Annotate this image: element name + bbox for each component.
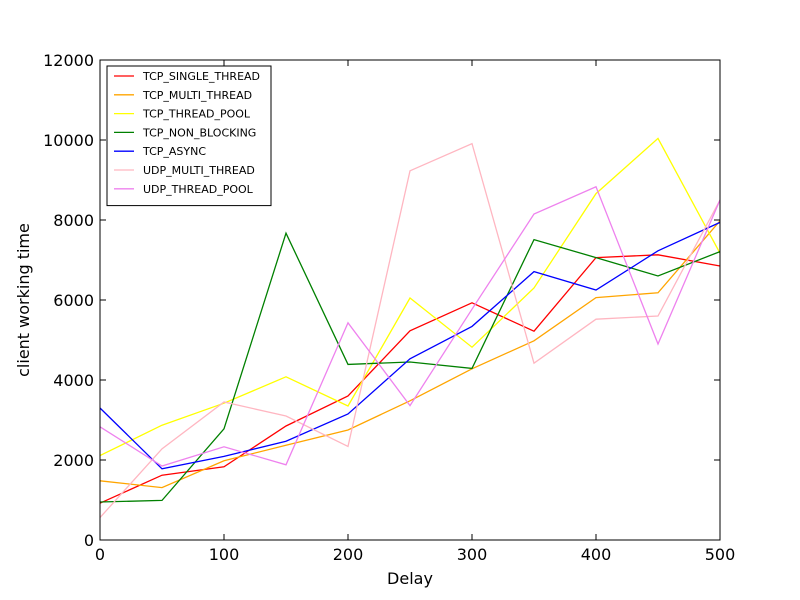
x-tick-label: 300 [457, 545, 488, 564]
x-tick-label: 400 [581, 545, 612, 564]
series-line-udp-thread-pool [99, 185, 721, 467]
legend-label: UDP_THREAD_POOL [143, 183, 254, 196]
y-tick-label: 8000 [53, 211, 94, 230]
plot-lines [99, 137, 721, 519]
series-line-tcp-multi-thread [99, 220, 721, 489]
y-tick-label: 0 [84, 531, 94, 550]
y-axis-title: client working time [14, 223, 33, 377]
x-tick-label: 100 [209, 545, 240, 564]
legend-label: TCP_NON_BLOCKING [142, 126, 256, 139]
y-tick-label: 6000 [53, 291, 94, 310]
legend-box [106, 65, 272, 207]
x-axis-ticks: 0 100 200 300 400 500 [95, 60, 735, 564]
legend: TCP_SINGLE_THREAD TCP_MULTI_THREAD TCP_THR… [106, 65, 272, 207]
legend-label: UDP_MULTI_THREAD [143, 164, 255, 177]
legend-label: TCP_THREAD_POOL [142, 108, 251, 121]
series-line-udp-multi-thread [99, 142, 721, 519]
legend-label: TCP_SINGLE_THREAD [142, 70, 260, 83]
legend-label: TCP_MULTI_THREAD [142, 89, 252, 102]
x-tick-label: 200 [333, 545, 364, 564]
x-tick-label: 500 [705, 545, 736, 564]
y-tick-label: 2000 [53, 451, 94, 470]
x-tick-label: 0 [95, 545, 105, 564]
series-line-tcp-thread-pool [99, 137, 721, 457]
series-line-tcp-async [99, 221, 721, 470]
y-tick-label: 12000 [43, 51, 94, 70]
x-axis-title: Delay [387, 569, 433, 588]
legend-label: TCP_ASYNC [142, 145, 206, 158]
y-tick-label: 10000 [43, 131, 94, 150]
y-axis-ticks: 0 2000 4000 6000 8000 10000 12000 [43, 51, 720, 550]
y-tick-label: 4000 [53, 371, 94, 390]
